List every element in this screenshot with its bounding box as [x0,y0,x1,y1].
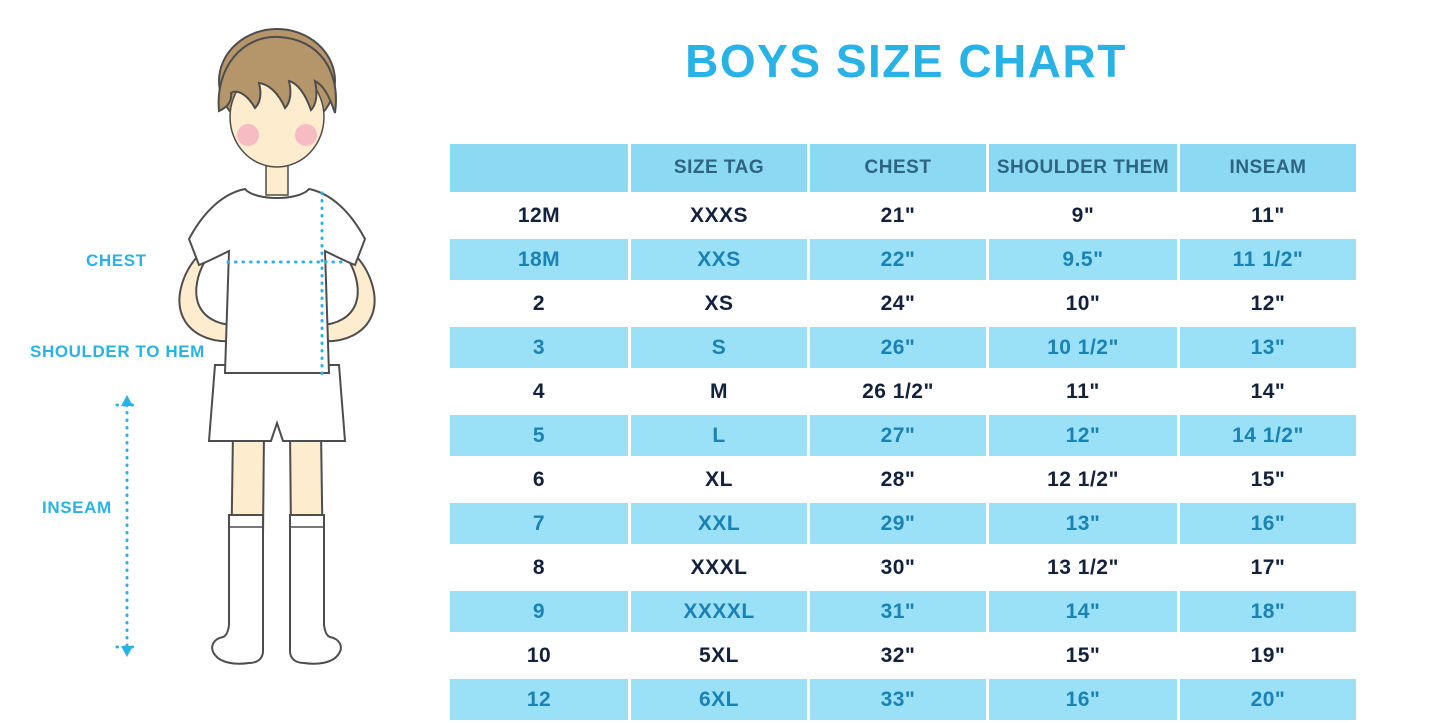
table-cell: 9.5" [989,239,1177,280]
table-cell: XXL [631,503,807,544]
table-cell: 5 [450,415,628,456]
boy-left-sock [211,514,264,665]
table-cell: 12 [450,679,628,720]
header-cell-inseam: INSEAM [1180,144,1356,192]
table-cell: 10 1/2" [989,327,1177,368]
table-cell: 21" [810,195,986,236]
header-cell-size [450,144,628,192]
inseam-arrow-down [121,646,133,657]
inseam-arrow-up [121,395,133,406]
table-row: 9 XXXXL 31" 14" 18" [450,591,1356,632]
table-cell: 30" [810,547,986,588]
table-cell: XXS [631,239,807,280]
table-cell: 16" [989,679,1177,720]
table-row: 5 L 27" 12" 14 1/2" [450,415,1356,456]
table-cell: 12 1/2" [989,459,1177,500]
table-cell: 11 1/2" [1180,239,1356,280]
table-cell: 14" [989,591,1177,632]
table-cell: 9" [989,195,1177,236]
boy-hair-fringe [217,35,337,114]
table-cell: 27" [810,415,986,456]
table-cell: L [631,415,807,456]
table-cell: 19" [1180,635,1356,676]
table-cell: 6XL [631,679,807,720]
table-row: 12M XXXS 21" 9" 11" [450,195,1356,236]
chest-label: CHEST [86,251,147,270]
table-cell: 2 [450,283,628,324]
table-cell: 11" [989,371,1177,412]
page-title: BOYS SIZE CHART [685,35,1127,87]
inseam-label: INSEAM [42,498,112,517]
boy-illustration [115,28,376,665]
table-cell: 13" [989,503,1177,544]
table-cell: 18M [450,239,628,280]
table-row: 4 M 26 1/2" 11" 14" [450,371,1356,412]
table-row: 6 XL 28" 12 1/2" 15" [450,459,1356,500]
table-row: 8 XXXL 30" 13 1/2" 17" [450,547,1356,588]
size-table-container: SIZE TAG CHEST SHOULDER THEM INSEAM 12M … [447,141,1359,723]
table-row: 7 XXL 29" 13" 16" [450,503,1356,544]
table-cell: 15" [989,635,1177,676]
table-row: 2 XS 24" 10" 12" [450,283,1356,324]
table-cell: XXXS [631,195,807,236]
table-row: 3 S 26" 10 1/2" 13" [450,327,1356,368]
table-cell: 13 1/2" [989,547,1177,588]
table-cell: 16" [1180,503,1356,544]
table-cell: 14 1/2" [1180,415,1356,456]
header-cell-chest: CHEST [810,144,986,192]
table-cell: S [631,327,807,368]
header-cell-shoulder: SHOULDER THEM [989,144,1177,192]
table-cell: 28" [810,459,986,500]
table-cell: 13" [1180,327,1356,368]
table-cell: 8 [450,547,628,588]
table-cell: 10" [989,283,1177,324]
table-cell: 12M [450,195,628,236]
table-row: 12 6XL 33" 16" 20" [450,679,1356,720]
boy-right-sock [289,514,342,665]
table-cell: 17" [1180,547,1356,588]
table-cell: 3 [450,327,628,368]
table-cell: 9 [450,591,628,632]
table-cell: 22" [810,239,986,280]
table-cell: XXXXL [631,591,807,632]
boy-right-cheek [295,124,317,146]
table-cell: 20" [1180,679,1356,720]
table-cell: 26 1/2" [810,371,986,412]
table-row: 18M XXS 22" 9.5" 11 1/2" [450,239,1356,280]
boy-left-cheek [237,124,259,146]
table-cell: 10 [450,635,628,676]
table-cell: XXXL [631,547,807,588]
table-cell: XS [631,283,807,324]
size-table: SIZE TAG CHEST SHOULDER THEM INSEAM 12M … [447,141,1359,723]
table-cell: 15" [1180,459,1356,500]
table-cell: 14" [1180,371,1356,412]
shoulder-to-hem-label: SHOULDER TO HEM [30,342,205,361]
table-cell: 5XL [631,635,807,676]
table-cell: M [631,371,807,412]
table-cell: 7 [450,503,628,544]
table-cell: 31" [810,591,986,632]
table-cell: 6 [450,459,628,500]
boy-shorts [207,364,347,442]
table-cell: 29" [810,503,986,544]
table-header-row: SIZE TAG CHEST SHOULDER THEM INSEAM [450,144,1356,192]
table-cell: 33" [810,679,986,720]
boy-tshirt [187,187,367,374]
table-cell: 26" [810,327,986,368]
header-cell-size-tag: SIZE TAG [631,144,807,192]
table-row: 10 5XL 32" 15" 19" [450,635,1356,676]
table-cell: 18" [1180,591,1356,632]
table-cell: 24" [810,283,986,324]
table-cell: 32" [810,635,986,676]
table-cell: 11" [1180,195,1356,236]
table-cell: 12" [1180,283,1356,324]
table-cell: XL [631,459,807,500]
table-cell: 12" [989,415,1177,456]
table-cell: 4 [450,371,628,412]
